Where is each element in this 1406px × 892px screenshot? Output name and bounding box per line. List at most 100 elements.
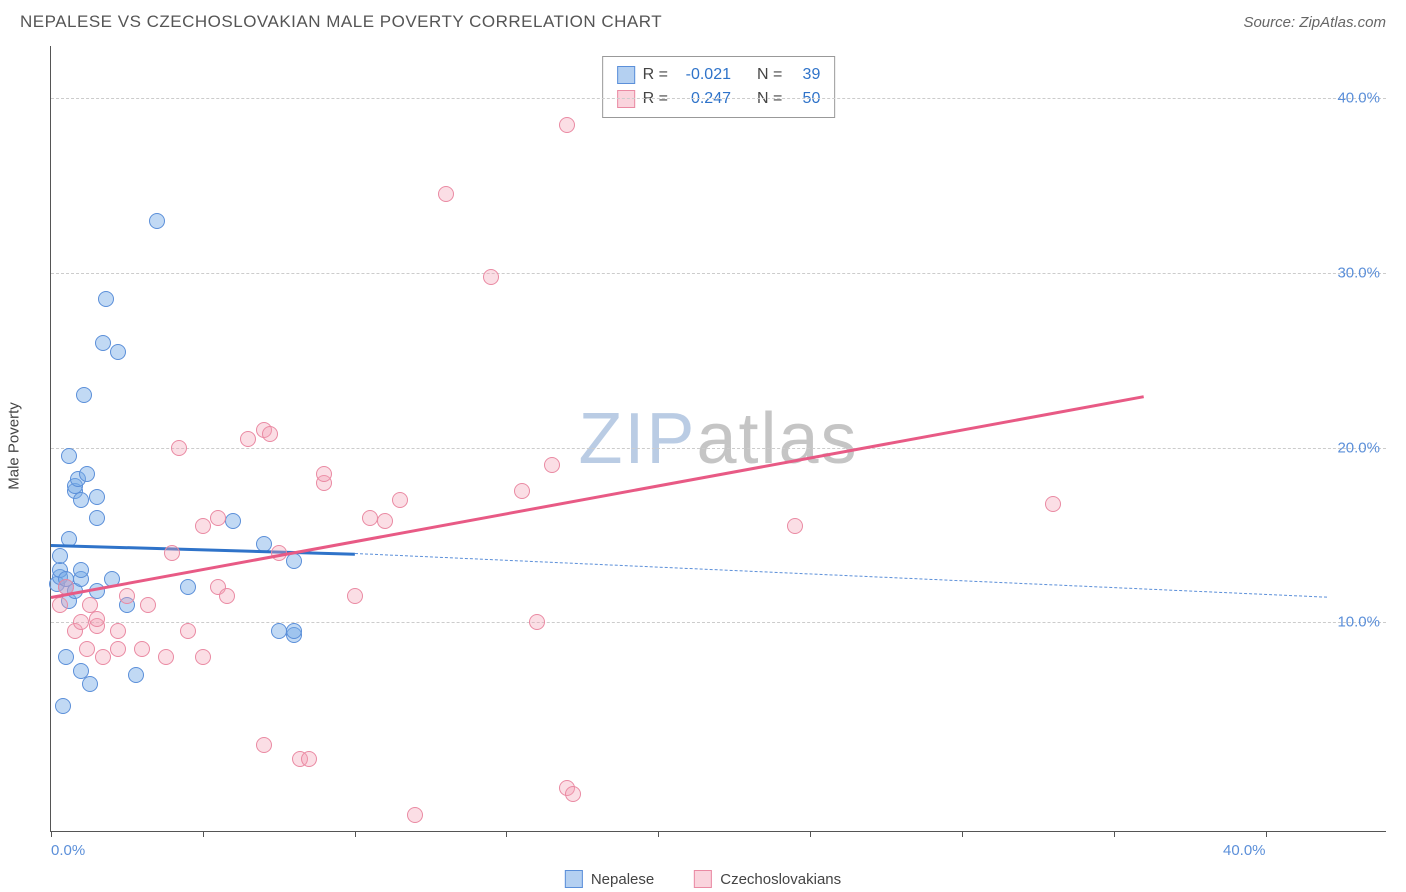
ytick-label: 10.0% [1337, 614, 1380, 631]
watermark-zip: ZIP [578, 399, 696, 479]
scatter-point [89, 510, 105, 526]
ytick-label: 40.0% [1337, 90, 1380, 107]
scatter-point [219, 588, 235, 604]
scatter-point [73, 562, 89, 578]
scatter-point [514, 483, 530, 499]
trend-line [51, 395, 1145, 599]
xtick [51, 831, 52, 837]
scatter-point [52, 597, 68, 613]
scatter-point [140, 597, 156, 613]
xtick [203, 831, 204, 837]
scatter-point [286, 553, 302, 569]
swatch-blue-icon [565, 870, 583, 888]
scatter-point [55, 698, 71, 714]
scatter-point [76, 387, 92, 403]
scatter-point [158, 649, 174, 665]
ytick-label: 30.0% [1337, 265, 1380, 282]
scatter-point [79, 641, 95, 657]
scatter-point [95, 335, 111, 351]
scatter-point [559, 117, 575, 133]
scatter-point [134, 641, 150, 657]
legend: Nepalese Czechoslovakians [565, 870, 841, 888]
xtick [962, 831, 963, 837]
gridline-h [51, 622, 1386, 623]
scatter-point [73, 614, 89, 630]
scatter-point [95, 649, 111, 665]
scatter-point [180, 579, 196, 595]
scatter-chart: ZIPatlas R = -0.021 N = 39 R = 0.247 N =… [50, 46, 1386, 832]
r-value-nepalese: -0.021 [676, 63, 731, 87]
xtick [1114, 831, 1115, 837]
scatter-point [82, 676, 98, 692]
scatter-point [58, 649, 74, 665]
n-value-nepalese: 39 [790, 63, 820, 87]
watermark: ZIPatlas [578, 398, 858, 480]
xtick [1266, 831, 1267, 837]
scatter-point [565, 786, 581, 802]
scatter-point [73, 492, 89, 508]
scatter-point [119, 588, 135, 604]
legend-item-nepalese: Nepalese [565, 870, 654, 888]
scatter-point [110, 623, 126, 639]
scatter-point [316, 466, 332, 482]
xtick [355, 831, 356, 837]
chart-header: NEPALESE VS CZECHOSLOVAKIAN MALE POVERTY… [0, 0, 1406, 40]
scatter-point [52, 548, 68, 564]
ytick-label: 20.0% [1337, 439, 1380, 456]
legend-label: Nepalese [591, 871, 654, 888]
scatter-point [61, 448, 77, 464]
scatter-point [407, 807, 423, 823]
xtick-label: 40.0% [1223, 842, 1266, 859]
scatter-point [110, 344, 126, 360]
legend-label: Czechoslovakians [720, 871, 841, 888]
scatter-point [438, 186, 454, 202]
scatter-point [362, 510, 378, 526]
scatter-point [262, 426, 278, 442]
scatter-point [89, 489, 105, 505]
stat-row-nepalese: R = -0.021 N = 39 [617, 63, 821, 87]
watermark-atlas: atlas [696, 399, 858, 479]
r-label: R = [643, 63, 668, 87]
chart-source: Source: ZipAtlas.com [1243, 14, 1386, 31]
scatter-point [210, 510, 226, 526]
gridline-h [51, 98, 1386, 99]
xtick [658, 831, 659, 837]
scatter-point [544, 457, 560, 473]
scatter-point [529, 614, 545, 630]
scatter-point [89, 611, 105, 627]
scatter-point [256, 737, 272, 753]
scatter-point [377, 513, 393, 529]
correlation-stat-box: R = -0.021 N = 39 R = 0.247 N = 50 [602, 56, 836, 118]
scatter-point [195, 649, 211, 665]
trend-line [355, 553, 1327, 598]
swatch-blue-icon [617, 66, 635, 84]
scatter-point [392, 492, 408, 508]
scatter-point [98, 291, 114, 307]
xtick [810, 831, 811, 837]
scatter-point [149, 213, 165, 229]
scatter-point [271, 623, 287, 639]
scatter-point [240, 431, 256, 447]
scatter-point [225, 513, 241, 529]
scatter-point [164, 545, 180, 561]
legend-item-czech: Czechoslovakians [694, 870, 841, 888]
scatter-point [110, 641, 126, 657]
n-label: N = [757, 63, 782, 87]
chart-title: NEPALESE VS CZECHOSLOVAKIAN MALE POVERTY… [20, 12, 662, 32]
scatter-point [483, 269, 499, 285]
xtick-label: 0.0% [51, 842, 85, 859]
gridline-h [51, 448, 1386, 449]
scatter-point [787, 518, 803, 534]
scatter-point [171, 440, 187, 456]
swatch-pink-icon [694, 870, 712, 888]
scatter-point [347, 588, 363, 604]
scatter-point [301, 751, 317, 767]
y-axis-label: Male Poverty [6, 402, 23, 490]
scatter-point [286, 623, 302, 639]
scatter-point [128, 667, 144, 683]
scatter-point [79, 466, 95, 482]
scatter-point [180, 623, 196, 639]
scatter-point [195, 518, 211, 534]
xtick [506, 831, 507, 837]
gridline-h [51, 273, 1386, 274]
